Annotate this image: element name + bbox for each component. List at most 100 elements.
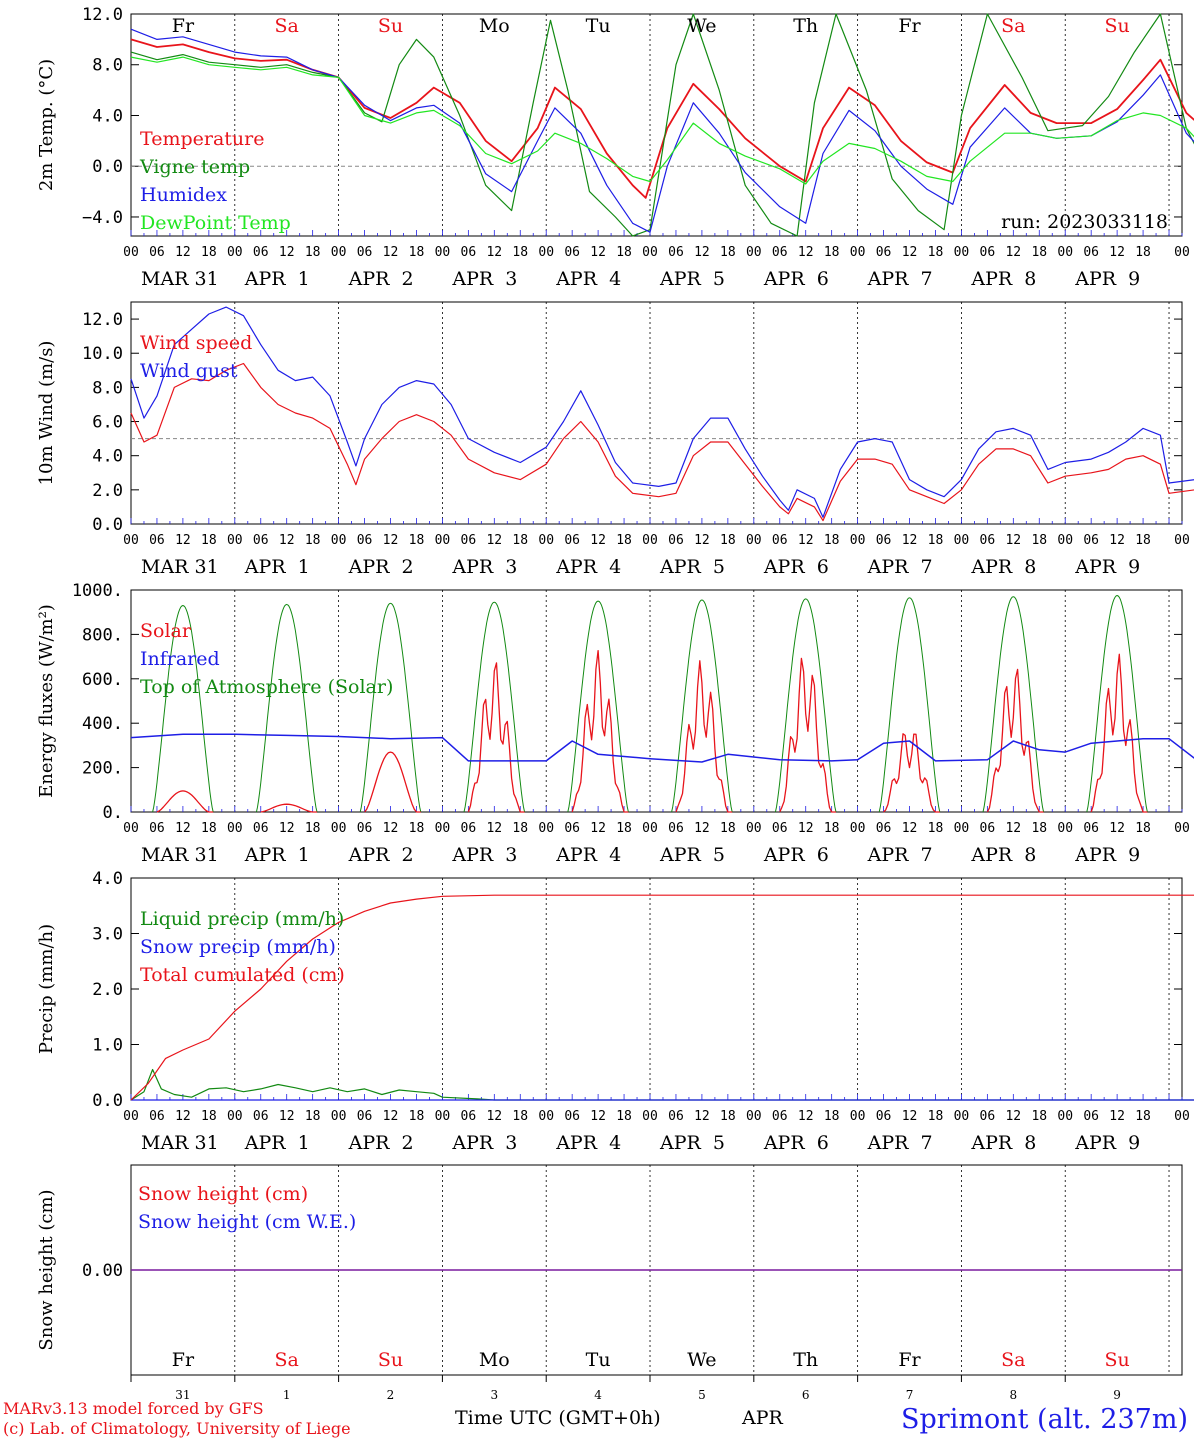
date-label: APR 8 (970, 1132, 1036, 1154)
y-tick-label: 12.0 (82, 5, 123, 25)
hour-tick-label: 06 (564, 1109, 580, 1124)
hour-tick-label: 06 (668, 533, 684, 548)
solar-line (571, 649, 629, 813)
hour-tick-label: 18 (720, 245, 736, 260)
date-label: APR 1 (244, 268, 310, 290)
day-number: 6 (802, 1388, 810, 1402)
hour-tick-label: 00 (227, 245, 243, 260)
hour-tick-label: 06 (253, 245, 269, 260)
y-tick-label: 8.0 (92, 378, 123, 398)
day-name: Su (1104, 1349, 1129, 1371)
hour-tick-label: 12 (590, 1109, 606, 1124)
hour-tick-label: 12 (590, 245, 606, 260)
hour-tick-label: 00 (538, 1109, 554, 1124)
hour-tick-label: 00 (1057, 245, 1073, 260)
legend-entry: Liquid precip (mm/h) (140, 908, 344, 930)
y-axis-label: 10m Wind (m/s) (36, 341, 57, 486)
hour-tick-label: 18 (305, 533, 321, 548)
hour-tick-label: 00 (642, 821, 658, 836)
date-label: APR 6 (763, 556, 829, 578)
hour-tick-label: 06 (1083, 245, 1099, 260)
hour-tick-label: 18 (928, 821, 944, 836)
hour-tick-label: 00 (642, 533, 658, 548)
hour-tick-label: 00 (1174, 821, 1190, 836)
day-name: Tu (586, 1349, 611, 1371)
hour-tick-label: 18 (616, 245, 632, 260)
toa-solar-line (1086, 595, 1148, 813)
hour-tick-label: 00 (850, 821, 866, 836)
hour-tick-label: 00 (850, 245, 866, 260)
hour-tick-label: 06 (772, 533, 788, 548)
date-label: APR 9 (1074, 268, 1140, 290)
hour-tick-label: 18 (201, 245, 217, 260)
legend-entry: Solar (140, 620, 192, 642)
hour-tick-label: 06 (461, 821, 477, 836)
date-label: APR 7 (867, 268, 933, 290)
hour-tick-label: 00 (954, 821, 970, 836)
y-tick-label: 0.0 (92, 1091, 123, 1111)
date-label: APR 5 (659, 268, 725, 290)
legend-entry: DewPoint Temp (140, 212, 291, 234)
day-name: Su (378, 15, 403, 37)
hour-tick-label: 06 (668, 1109, 684, 1124)
liquid-precip-mm-h-line (130, 1068, 1194, 1101)
hour-tick-label: 06 (876, 1109, 892, 1124)
hour-tick-label: 18 (409, 245, 425, 260)
hour-tick-label: 00 (331, 1109, 347, 1124)
hour-tick-label: 12 (1109, 533, 1125, 548)
date-label: APR 1 (244, 556, 310, 578)
y-tick-label: 2.0 (92, 980, 123, 1000)
day-name: Sa (1001, 15, 1025, 37)
legend-entry: Humidex (140, 184, 227, 206)
hour-tick-label: 00 (227, 1109, 243, 1124)
day-name: Fr (898, 1349, 921, 1371)
solar-line (779, 657, 836, 813)
hour-tick-label: 12 (902, 821, 918, 836)
y-tick-label: −4.0 (82, 208, 123, 228)
day-name: We (687, 1349, 716, 1371)
hour-tick-label: 06 (1083, 1109, 1099, 1124)
hour-tick-label: 12 (694, 821, 710, 836)
panel-snow: 0.00 Snow height (cm) Snow height (cm) Snow… (36, 1164, 1183, 1376)
day-number: 31 (175, 1388, 190, 1402)
hour-tick-label: 18 (409, 821, 425, 836)
hour-tick-label: 12 (1005, 821, 1021, 836)
y-axis-label: 2m Temp. (°C) (36, 59, 57, 191)
date-label: APR 8 (970, 556, 1036, 578)
legend-entry: Snow height (cm W.E.) (138, 1211, 356, 1233)
day-name: Fr (172, 15, 195, 37)
legend-entry: Wind gust (140, 360, 238, 382)
hour-tick-label: 00 (746, 533, 762, 548)
hour-tick-label: 18 (1031, 533, 1047, 548)
date-label: APR 6 (763, 844, 829, 866)
date-label: APR 8 (970, 844, 1036, 866)
solar-line (156, 790, 214, 813)
hour-tick-label: 00 (123, 1109, 139, 1124)
date-label: APR 2 (348, 556, 414, 578)
hour-tick-label: 06 (772, 1109, 788, 1124)
legend-entry: Temperature (140, 128, 264, 150)
hour-tick-label: 00 (1057, 821, 1073, 836)
hour-tick-label: 18 (512, 245, 528, 260)
hour-tick-label: 06 (253, 533, 269, 548)
hour-tick-label: 12 (486, 1109, 502, 1124)
day-number: 4 (594, 1388, 602, 1402)
hour-tick-label: 18 (928, 533, 944, 548)
date-label: APR 4 (555, 1132, 621, 1154)
date-label: APR 2 (348, 1132, 414, 1154)
hour-tick-label: 00 (227, 821, 243, 836)
legend-entry: Vigne temp (139, 156, 250, 178)
hour-tick-label: 18 (305, 821, 321, 836)
day-number: 1 (283, 1388, 291, 1402)
hour-tick-label: 06 (668, 821, 684, 836)
hour-tick-label: 18 (1135, 821, 1151, 836)
date-label: APR 5 (659, 844, 725, 866)
hour-tick-label: 12 (279, 1109, 295, 1124)
hour-tick-label: 18 (928, 245, 944, 260)
hour-tick-label: 12 (902, 533, 918, 548)
day-name: Sa (1001, 1349, 1025, 1371)
model-credit: MARv3.13 model forced by GFS (3, 1399, 264, 1418)
hour-tick-label: 18 (720, 1109, 736, 1124)
hour-tick-label: 00 (1174, 533, 1190, 548)
